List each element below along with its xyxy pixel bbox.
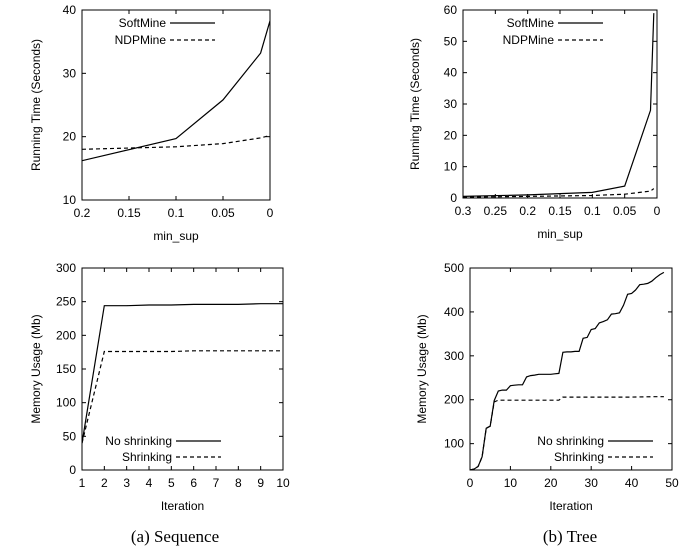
x-tick-label: 0.25 (484, 204, 508, 218)
series-line-softmine (463, 13, 655, 197)
x-tick-label: 0.15 (117, 206, 141, 220)
y-tick-label: 200 (444, 393, 464, 407)
x-tick-label: 10 (504, 476, 518, 490)
y-tick-label: 50 (63, 429, 77, 443)
y-tick-label: 0 (450, 191, 457, 205)
x-tick-label: 0.1 (168, 206, 185, 220)
x-tick-label: 0.05 (613, 204, 637, 218)
legend-label: SoftMine (119, 16, 167, 30)
y-axis-label: Memory Usage (Mb) (415, 314, 429, 423)
x-tick-label: 0 (654, 204, 661, 218)
y-tick-label: 60 (444, 3, 458, 17)
x-tick-label: 0.15 (548, 204, 572, 218)
x-tick-label: 9 (257, 476, 264, 490)
x-tick-label: 6 (190, 476, 197, 490)
y-tick-label: 100 (56, 396, 76, 410)
legend-label: Shrinking (554, 450, 604, 464)
y-tick-label: 20 (63, 130, 77, 144)
chart-4: 0 10 20 30 40 50 100 200 300 400 500 Iteration Memor… (415, 261, 679, 513)
x-axis-label: min_sup (153, 229, 199, 243)
x-tick-label: 30 (585, 476, 599, 490)
x-tick-label: 4 (146, 476, 153, 490)
x-tick-label: 0.2 (519, 204, 536, 218)
chart-caption: (b) Tree (543, 527, 597, 546)
y-tick-label: 100 (444, 437, 464, 451)
y-tick-label: 30 (63, 66, 77, 80)
chart-3: 1 2 3 4 5 6 7 8 9 10050100150200250300IterationMe… (29, 261, 290, 513)
x-tick-label: 5 (168, 476, 175, 490)
x-tick-label: 0.2 (74, 206, 91, 220)
x-tick-label: 7 (213, 476, 220, 490)
y-tick-label: 10 (444, 160, 458, 174)
x-tick-label: 10 (276, 476, 290, 490)
x-tick-label: 20 (544, 476, 558, 490)
y-tick-label: 400 (444, 305, 464, 319)
series-line-shrinking (470, 396, 664, 470)
y-tick-label: 150 (56, 362, 76, 376)
legend-label: NDPMine (503, 33, 555, 47)
y-tick-label: 20 (444, 128, 458, 142)
x-tick-label: 50 (665, 476, 679, 490)
series-line-shrinking (82, 350, 283, 444)
y-tick-label: 30 (444, 97, 458, 111)
y-tick-label: 250 (56, 295, 76, 309)
y-axis-label: Running Time (Seconds) (29, 39, 43, 171)
plot-frame (81, 9, 271, 201)
legend-label: NDPMine (115, 33, 167, 47)
x-axis-label: Iteration (161, 499, 204, 513)
x-tick-label: 0 (467, 476, 474, 490)
series-line-ndpmine (82, 134, 270, 150)
plot-frame (462, 9, 658, 199)
x-axis-label: Iteration (549, 499, 592, 513)
y-tick-label: 10 (63, 193, 77, 207)
legend-label: No shrinking (105, 434, 172, 448)
x-tick-label: 0.3 (455, 204, 472, 218)
y-tick-label: 40 (63, 3, 77, 17)
y-tick-label: 0 (69, 463, 76, 477)
x-tick-label: 3 (123, 476, 130, 490)
x-tick-label: 8 (235, 476, 242, 490)
x-tick-label: 0.05 (211, 206, 235, 220)
y-tick-label: 50 (444, 34, 458, 48)
chart-caption: (a) Sequence (131, 527, 219, 546)
chart-2: 0.3 0.25 0.2 0.15 0.1 0.05 0 0 10 20 30 40 50 60 min_s… (408, 3, 661, 546)
x-axis-label: min_sup (537, 227, 583, 241)
y-tick-label: 300 (444, 349, 464, 363)
plot-frame (469, 267, 673, 471)
x-tick-label: 1 (79, 476, 86, 490)
y-tick-label: 200 (56, 328, 76, 342)
y-axis-label: Memory Usage (Mb) (29, 314, 43, 423)
y-tick-label: 40 (444, 66, 458, 80)
x-tick-label: 40 (625, 476, 639, 490)
x-tick-label: 0.1 (584, 204, 601, 218)
legend-label: SoftMine (507, 16, 555, 30)
y-axis-label: Running Time (Seconds) (408, 38, 422, 170)
series-line-no-shrinking (82, 303, 283, 444)
y-tick-label: 500 (444, 261, 464, 275)
x-tick-label: 2 (101, 476, 108, 490)
series-line-no-shrinking (470, 271, 665, 470)
legend-label: No shrinking (537, 434, 604, 448)
series-line-softmine (82, 20, 270, 162)
x-tick-label: 0 (267, 206, 274, 220)
legend-label: Shrinking (122, 450, 172, 464)
y-tick-label: 300 (56, 261, 76, 275)
